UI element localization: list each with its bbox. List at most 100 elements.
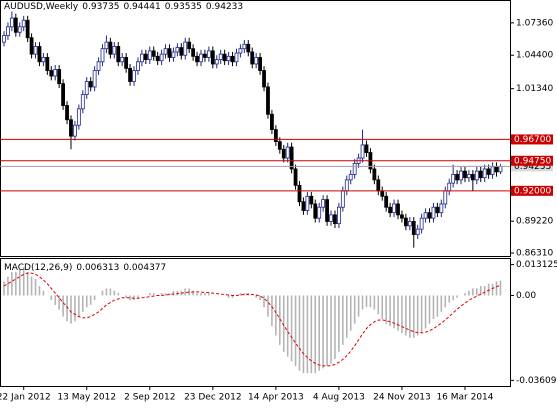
candle-body xyxy=(163,48,168,55)
candle-body xyxy=(478,170,483,179)
candle-body xyxy=(171,51,176,58)
candle-body xyxy=(175,47,180,53)
candle-body xyxy=(273,129,278,143)
candle-body xyxy=(285,146,290,159)
candle-body xyxy=(246,43,251,53)
candle-body xyxy=(498,166,503,173)
candle-body xyxy=(17,26,22,33)
candle-body xyxy=(57,69,62,85)
candle-body xyxy=(167,48,172,58)
candle-body xyxy=(407,221,412,227)
candle-body xyxy=(96,61,101,71)
y-tick-label: 0.86310 xyxy=(516,249,553,259)
candle-body xyxy=(179,47,184,56)
level-box xyxy=(511,134,553,145)
candle-body xyxy=(396,203,400,216)
candle-body xyxy=(305,195,310,211)
candle-body xyxy=(321,199,326,208)
candle-body xyxy=(348,174,353,181)
candle-body xyxy=(380,190,385,197)
macd-panel xyxy=(0,258,511,387)
candle-body xyxy=(187,41,192,50)
candle-body xyxy=(490,166,495,175)
candle-body xyxy=(372,168,377,181)
candle-body xyxy=(199,53,203,63)
candle-body xyxy=(340,190,345,208)
macd-header: MACD(12,26,9) 0.006313 0.004377 xyxy=(4,263,166,273)
candle-body xyxy=(470,174,475,181)
y-tick-label: 0.89220 xyxy=(516,217,553,227)
candle-body xyxy=(451,174,456,184)
candle-body xyxy=(116,46,121,63)
candle-body xyxy=(293,168,298,186)
candle-body xyxy=(6,26,10,36)
candle-body xyxy=(297,184,302,203)
y-tick-label: 0.013125 xyxy=(516,260,557,270)
x-tick-label: 24 Nov 2013 xyxy=(373,393,431,403)
candle-body xyxy=(482,168,487,179)
candle-body xyxy=(431,206,436,219)
candle-body xyxy=(289,146,294,170)
candle-body xyxy=(270,113,274,130)
candle-body xyxy=(313,203,318,219)
candle-body xyxy=(423,212,428,219)
macd-last-signal: 0.004377 xyxy=(123,263,166,273)
x-tick-label: 23 Dec 2012 xyxy=(184,393,242,403)
candle-body xyxy=(183,41,188,56)
candle-body xyxy=(277,141,282,150)
last-close: 0.94233 xyxy=(206,2,243,12)
candle-body xyxy=(88,81,93,88)
last-high: 0.94441 xyxy=(123,2,160,12)
level-label: 0.96700 xyxy=(514,135,551,145)
level-label: 0.92000 xyxy=(514,186,551,196)
x-tick-label: 14 Apr 2013 xyxy=(248,393,304,403)
last-price-label: 0.94233 xyxy=(514,162,551,172)
candle-body xyxy=(281,148,286,159)
candle-body xyxy=(403,217,408,227)
x-tick-label: 13 May 2012 xyxy=(57,393,116,403)
candle-body xyxy=(419,217,424,230)
candle-body xyxy=(191,48,196,57)
candle-body xyxy=(435,206,440,214)
candle-body xyxy=(333,214,337,225)
candle-body xyxy=(120,57,125,63)
candle-body xyxy=(364,144,369,153)
candle-body xyxy=(443,190,448,205)
candle-body xyxy=(222,53,227,62)
last-open: 0.93735 xyxy=(82,2,119,12)
plot-layer: 1.07360 1.04400 1.01340 0.89220 0.86310 0.942… xyxy=(0,11,557,403)
candle-body xyxy=(73,124,77,137)
x-tick-label: 22 Jan 2012 xyxy=(0,393,51,403)
candle-body xyxy=(25,19,30,39)
level-box xyxy=(511,185,553,196)
candle-body xyxy=(203,53,207,58)
candle-body xyxy=(112,46,117,55)
candle-body xyxy=(494,166,499,173)
candle-body xyxy=(329,214,333,222)
candle-body xyxy=(467,174,471,179)
candle-body xyxy=(309,195,314,205)
candle-body xyxy=(128,67,132,82)
candle-body xyxy=(230,55,235,63)
candle-body xyxy=(384,195,389,208)
candle-body xyxy=(2,35,6,43)
x-tick-label: 2 Sep 2012 xyxy=(124,393,175,403)
level-box xyxy=(511,155,553,166)
candle-body xyxy=(214,59,219,65)
candle-body xyxy=(92,70,97,88)
macd-last-main: 0.006313 xyxy=(76,263,119,273)
candle-body xyxy=(80,94,85,110)
candle-body xyxy=(262,70,266,88)
candle-body xyxy=(250,51,255,65)
candle-body xyxy=(84,81,89,96)
candle-body xyxy=(151,50,156,57)
candle-body xyxy=(439,203,444,214)
candle-body xyxy=(132,70,136,82)
signal-line xyxy=(3,272,501,367)
candle-body xyxy=(266,86,270,115)
symbol-title: AUDUSD,Weekly xyxy=(4,2,79,12)
candle-body xyxy=(21,19,26,28)
candle-body xyxy=(37,46,42,63)
candle-body xyxy=(136,61,140,71)
